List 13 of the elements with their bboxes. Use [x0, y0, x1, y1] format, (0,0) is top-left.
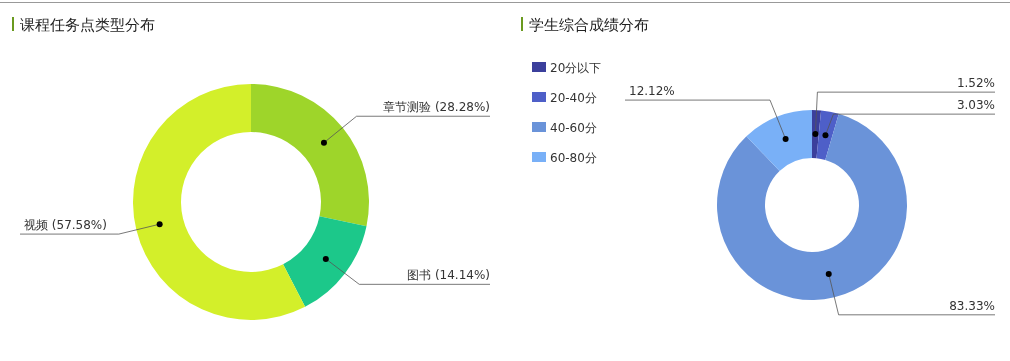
- legend-label: 40-60分: [550, 121, 597, 135]
- slice-label: 视频 (57.58%): [24, 218, 107, 233]
- data-label: 83.33%: [949, 298, 995, 313]
- slice-label: 章节测验 (28.28%): [383, 100, 490, 115]
- chart-title: 学生综合成绩分布: [529, 16, 649, 34]
- legend-label: 20分以下: [550, 61, 602, 75]
- legend-label: 60-80分: [550, 151, 597, 165]
- slice-label: 图书 (14.14%): [407, 268, 490, 283]
- chart-title: 课程任务点类型分布: [20, 16, 155, 34]
- data-label: 3.03%: [956, 98, 995, 113]
- data-label: 1.52%: [956, 76, 995, 91]
- data-label: 12.12%: [629, 84, 675, 99]
- legend-label: 20-40分: [550, 91, 597, 105]
